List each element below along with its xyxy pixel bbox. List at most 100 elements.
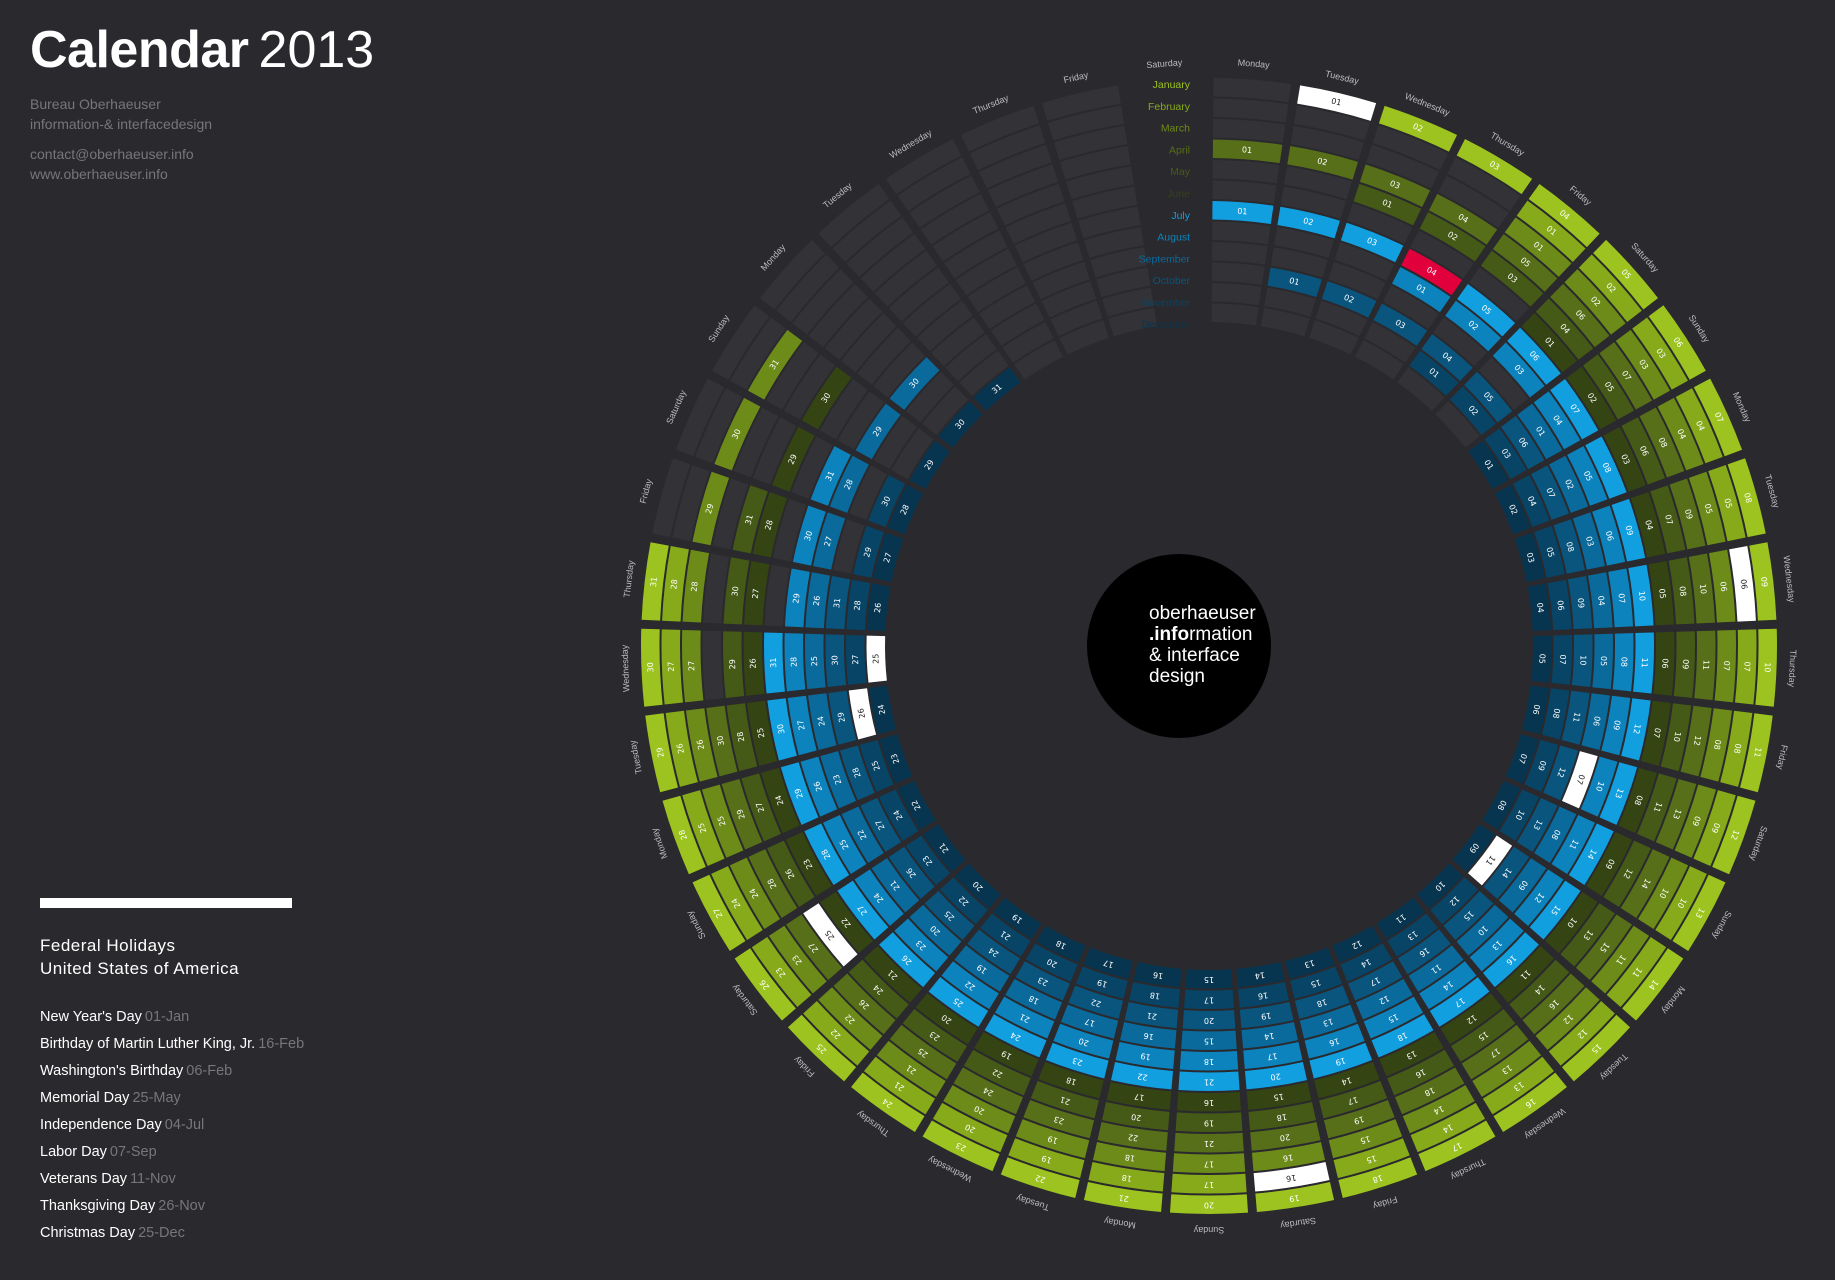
day-cell[interactable]: [1060, 1004, 1119, 1039]
day-cell[interactable]: [1068, 985, 1124, 1019]
day-cell[interactable]: [1309, 1042, 1373, 1079]
day-cell[interactable]: [828, 690, 857, 745]
day-cell[interactable]: [743, 631, 765, 696]
day-cell[interactable]: [994, 996, 1055, 1039]
day-cell[interactable]: [1672, 874, 1726, 951]
day-cell[interactable]: [1507, 327, 1561, 385]
day-cell[interactable]: [785, 832, 832, 896]
day-cell[interactable]: [787, 695, 817, 756]
day-cell[interactable]: [866, 635, 887, 683]
day-cell[interactable]: [1514, 869, 1564, 926]
day-cell[interactable]: [1550, 283, 1610, 348]
day-cell[interactable]: [1673, 631, 1695, 698]
day-cell[interactable]: [1402, 1085, 1475, 1134]
day-cell[interactable]: [1461, 1024, 1529, 1080]
day-cell[interactable]: [1541, 688, 1570, 740]
day-cell[interactable]: [1332, 925, 1382, 963]
day-cell[interactable]: [1251, 1142, 1326, 1172]
day-cell[interactable]: [692, 874, 746, 951]
day-cell[interactable]: [1328, 1119, 1403, 1159]
day-cell[interactable]: [1440, 993, 1503, 1045]
day-cell[interactable]: [1694, 630, 1716, 701]
day-cell[interactable]: [1353, 183, 1422, 226]
day-cell[interactable]: [846, 579, 871, 631]
day-cell[interactable]: [1236, 962, 1285, 988]
day-cell[interactable]: [1653, 631, 1675, 696]
day-cell[interactable]: [846, 634, 867, 685]
day-cell[interactable]: [1394, 1067, 1465, 1115]
day-cell[interactable]: [1397, 929, 1451, 975]
day-cell[interactable]: [1387, 913, 1438, 957]
day-cell[interactable]: [741, 773, 781, 842]
day-cell[interactable]: [1553, 519, 1585, 574]
day-cell[interactable]: [868, 475, 906, 528]
day-cell[interactable]: [1693, 790, 1736, 867]
day-cell[interactable]: [1560, 903, 1615, 967]
day-cell[interactable]: [662, 795, 706, 875]
day-cell[interactable]: [1529, 880, 1581, 940]
day-cell[interactable]: [1355, 978, 1413, 1020]
day-cell[interactable]: [853, 525, 884, 578]
day-cell[interactable]: [1680, 705, 1712, 777]
day-cell[interactable]: [953, 1067, 1024, 1115]
day-cell[interactable]: [1297, 85, 1377, 121]
day-cell[interactable]: [889, 357, 940, 410]
day-cell[interactable]: [1524, 739, 1559, 792]
day-cell[interactable]: [1429, 977, 1490, 1027]
day-cell[interactable]: [1075, 966, 1128, 999]
day-cell[interactable]: [1129, 982, 1180, 1008]
day-cell[interactable]: [761, 767, 800, 834]
day-cell[interactable]: [1601, 695, 1631, 756]
day-cell[interactable]: [1464, 371, 1513, 423]
day-cell[interactable]: [829, 455, 869, 513]
day-cell[interactable]: [1172, 1153, 1246, 1173]
day-cell[interactable]: [1547, 579, 1572, 631]
day-cell[interactable]: [1675, 388, 1723, 464]
day-cell[interactable]: [780, 762, 819, 825]
day-cell[interactable]: [714, 397, 761, 471]
day-cell[interactable]: [1359, 164, 1431, 207]
day-cell[interactable]: [1581, 693, 1610, 750]
day-cell[interactable]: [902, 1009, 967, 1062]
day-cell[interactable]: [873, 532, 904, 582]
day-cell[interactable]: [1371, 1014, 1434, 1058]
day-cell[interactable]: [1531, 635, 1552, 683]
day-cell[interactable]: [1640, 700, 1671, 766]
day-cell[interactable]: [1630, 492, 1666, 558]
day-cell[interactable]: [1531, 465, 1569, 520]
day-cell[interactable]: [897, 780, 936, 830]
day-cell[interactable]: [1567, 446, 1608, 506]
day-cell[interactable]: [1588, 572, 1613, 629]
day-cell[interactable]: [1267, 267, 1322, 298]
day-cell[interactable]: [1496, 946, 1555, 1003]
day-cell[interactable]: [706, 705, 738, 777]
day-cell[interactable]: [1755, 628, 1778, 707]
day-cell[interactable]: [1408, 945, 1464, 992]
day-cell[interactable]: [820, 891, 873, 953]
day-cell[interactable]: [1580, 756, 1618, 817]
day-cell[interactable]: [1452, 824, 1496, 872]
day-cell[interactable]: [825, 634, 847, 687]
day-cell[interactable]: [1430, 877, 1479, 925]
day-cell[interactable]: [1562, 751, 1598, 809]
day-cell[interactable]: [980, 913, 1031, 957]
day-cell[interactable]: [721, 779, 763, 850]
day-cell[interactable]: [941, 961, 999, 1010]
day-cell[interactable]: [841, 806, 884, 863]
day-cell[interactable]: [1593, 239, 1659, 310]
day-cell[interactable]: [1038, 1061, 1104, 1099]
day-cell[interactable]: [1348, 961, 1403, 1001]
day-cell[interactable]: [1083, 1182, 1163, 1212]
day-cell[interactable]: [1528, 184, 1600, 248]
day-cell[interactable]: [1246, 1082, 1312, 1110]
day-cell[interactable]: [869, 685, 896, 735]
day-cell[interactable]: [1484, 428, 1527, 480]
day-cell[interactable]: [1000, 1157, 1080, 1199]
day-cell[interactable]: [984, 1014, 1047, 1058]
day-cell[interactable]: [1637, 773, 1677, 842]
day-cell[interactable]: [1482, 780, 1521, 830]
day-cell[interactable]: [1611, 498, 1646, 562]
day-cell[interactable]: [1376, 897, 1425, 940]
day-cell[interactable]: [1480, 250, 1544, 307]
day-cell[interactable]: [1005, 978, 1063, 1020]
